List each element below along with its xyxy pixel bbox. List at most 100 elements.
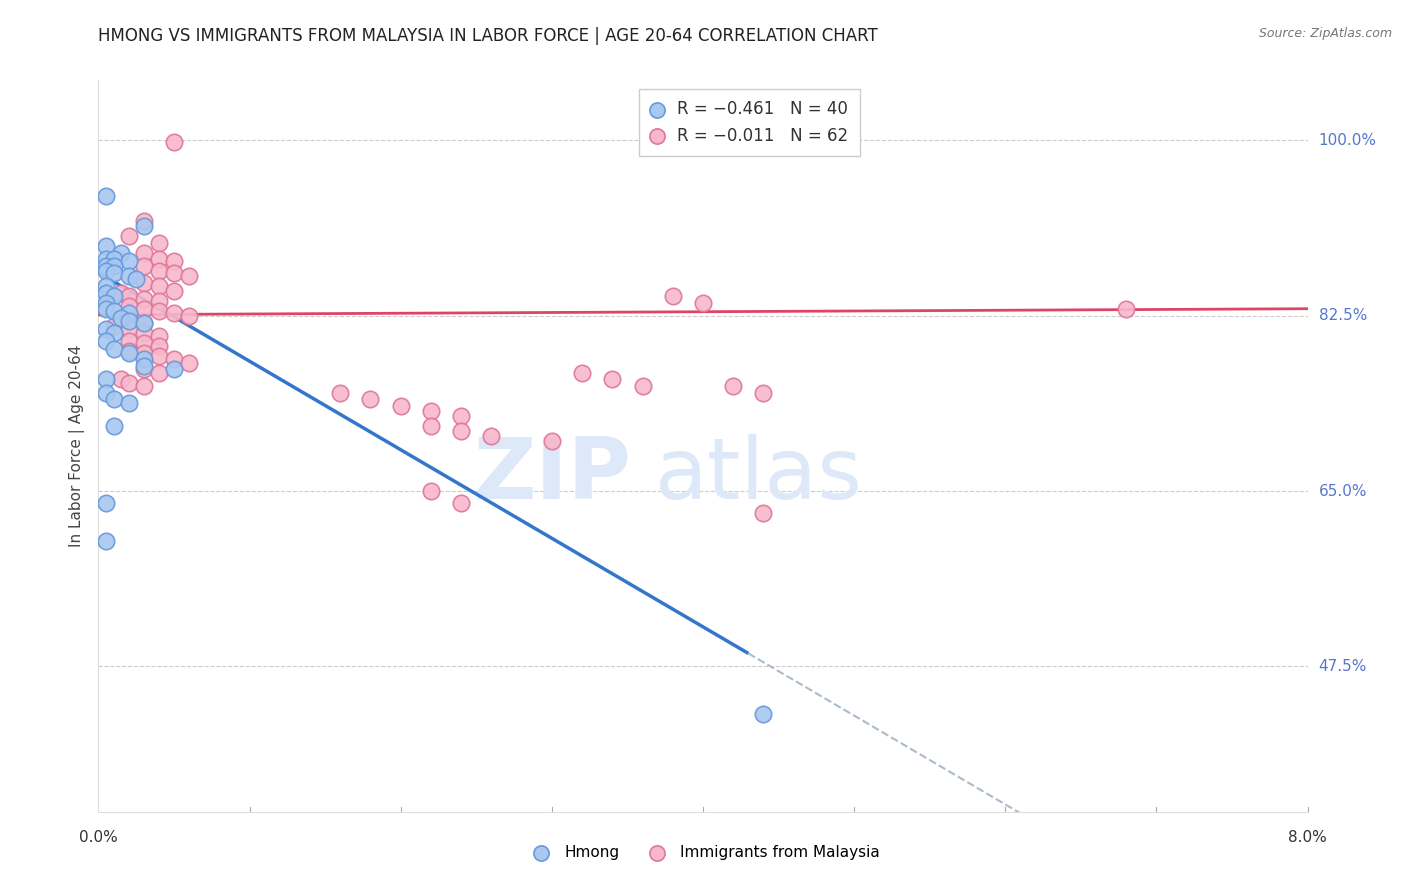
Point	[752, 385, 775, 400]
Point	[132, 362, 155, 376]
Point	[118, 228, 141, 243]
Point	[148, 235, 170, 250]
Point	[94, 285, 117, 300]
Point	[179, 356, 201, 370]
Point	[752, 506, 775, 520]
Point	[132, 351, 155, 366]
Point	[94, 372, 117, 386]
Point	[132, 219, 155, 233]
Point	[125, 271, 148, 285]
Point	[118, 322, 141, 336]
Point	[118, 253, 141, 268]
Point	[132, 326, 155, 340]
Point	[692, 295, 714, 310]
Point	[110, 285, 132, 300]
Point	[118, 346, 141, 360]
Point	[163, 266, 186, 280]
Point	[103, 318, 125, 333]
Point	[661, 289, 683, 303]
Point	[132, 245, 155, 260]
Text: Source: ZipAtlas.com: Source: ZipAtlas.com	[1258, 27, 1392, 40]
Point	[103, 392, 125, 406]
Point	[132, 346, 155, 360]
Point	[132, 301, 155, 316]
Point	[118, 289, 141, 303]
Point	[148, 366, 170, 380]
Point	[110, 245, 132, 260]
Point	[132, 379, 155, 393]
Point	[148, 252, 170, 266]
Point	[94, 301, 117, 316]
Point	[118, 268, 141, 283]
Point	[103, 342, 125, 356]
Point	[132, 359, 155, 373]
Text: 100.0%: 100.0%	[1319, 133, 1376, 148]
Point	[540, 434, 562, 448]
Point	[94, 188, 117, 202]
Point	[359, 392, 381, 406]
Point	[118, 299, 141, 313]
Point	[148, 339, 170, 353]
Point	[118, 396, 141, 410]
Point	[752, 706, 775, 721]
Point	[419, 419, 441, 434]
Point	[389, 399, 412, 413]
Text: 65.0%: 65.0%	[1319, 483, 1367, 499]
Point	[571, 366, 593, 380]
Point	[163, 284, 186, 298]
Point	[179, 268, 201, 283]
Point	[148, 278, 170, 293]
Point	[723, 379, 745, 393]
Point	[94, 278, 117, 293]
Point	[148, 303, 170, 318]
Point	[94, 496, 117, 510]
Point	[110, 310, 132, 325]
Point	[132, 316, 155, 330]
Point	[132, 292, 155, 306]
Point	[103, 419, 125, 434]
Point	[118, 314, 141, 328]
Text: 0.0%: 0.0%	[79, 830, 118, 845]
Point	[94, 259, 117, 273]
Point	[148, 293, 170, 308]
Point	[479, 429, 503, 443]
Point	[94, 295, 117, 310]
Point	[132, 213, 155, 227]
Point	[163, 351, 186, 366]
Point	[94, 238, 117, 252]
Text: 82.5%: 82.5%	[1319, 309, 1367, 323]
Point	[148, 263, 170, 277]
Point	[163, 362, 186, 376]
Point	[103, 326, 125, 340]
Point	[94, 252, 117, 266]
Point	[450, 496, 472, 510]
Point	[103, 303, 125, 318]
Point	[118, 334, 141, 348]
Point	[148, 349, 170, 363]
Point	[103, 252, 125, 266]
Point	[163, 136, 186, 150]
Point	[132, 259, 155, 273]
Point	[602, 372, 624, 386]
Legend: Hmong, Immigrants from Malaysia: Hmong, Immigrants from Malaysia	[520, 839, 886, 866]
Point	[94, 334, 117, 348]
Point	[132, 276, 155, 290]
Point	[132, 316, 155, 330]
Point	[110, 372, 132, 386]
Text: HMONG VS IMMIGRANTS FROM MALAYSIA IN LABOR FORCE | AGE 20-64 CORRELATION CHART: HMONG VS IMMIGRANTS FROM MALAYSIA IN LAB…	[98, 27, 879, 45]
Point	[179, 309, 201, 323]
Point	[132, 335, 155, 350]
Point	[329, 385, 352, 400]
Text: 47.5%: 47.5%	[1319, 659, 1367, 674]
Point	[163, 253, 186, 268]
Point	[94, 263, 117, 277]
Point	[1115, 301, 1137, 316]
Point	[450, 424, 472, 438]
Point	[118, 343, 141, 358]
Point	[94, 322, 117, 336]
Text: 8.0%: 8.0%	[1288, 830, 1327, 845]
Point	[118, 376, 141, 390]
Point	[148, 328, 170, 343]
Point	[94, 534, 117, 549]
Point	[103, 289, 125, 303]
